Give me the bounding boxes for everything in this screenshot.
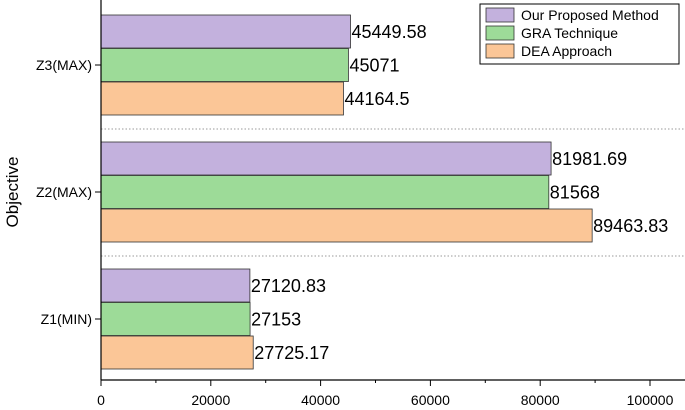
bar <box>100 302 251 336</box>
bar <box>100 14 351 49</box>
data-label: 89463.83 <box>593 216 668 236</box>
legend-entry: Our Proposed Method <box>521 7 659 23</box>
legend-swatch <box>485 7 515 23</box>
category-label: Z2(MAX) <box>36 184 92 200</box>
bar <box>100 268 251 303</box>
x-tick-label: 100000 <box>627 392 674 408</box>
legend-entry: GRA Technique <box>521 25 618 41</box>
group-separators <box>101 128 685 257</box>
legend-swatch <box>485 25 515 41</box>
bar <box>100 81 344 116</box>
data-label: 81568 <box>550 183 600 203</box>
category-label: Z3(MAX) <box>36 57 92 73</box>
bar <box>100 141 552 176</box>
legend-entry: DEA Approach <box>521 43 612 59</box>
category-label: Z1(MIN) <box>41 311 92 327</box>
legend-swatch <box>485 43 515 59</box>
data-label: 44164.5 <box>344 89 409 109</box>
x-tick-label: 40000 <box>301 392 340 408</box>
axes-layer <box>100 0 685 381</box>
bars-layer: 27120.83 27153 27725.17 81981.69 81568 89463.… <box>100 14 668 370</box>
bar <box>100 335 254 370</box>
data-label: 27120.83 <box>251 276 326 296</box>
data-label: 27153 <box>251 310 301 330</box>
x-tick-label: 60000 <box>411 392 450 408</box>
data-label: 45449.58 <box>352 22 427 42</box>
bar <box>100 208 593 243</box>
x-tick-label: 80000 <box>521 392 560 408</box>
category-labels: Z1(MIN) Z2(MAX) Z3(MAX) <box>36 57 101 327</box>
x-ticks: 0 20000 40000 60000 80000 100000 <box>97 380 674 408</box>
data-label: 45071 <box>349 56 399 76</box>
x-tick-label: 0 <box>97 392 105 408</box>
x-tick-label: 20000 <box>191 392 230 408</box>
data-label: 81981.69 <box>552 149 627 169</box>
data-label: 27725.17 <box>254 343 329 363</box>
y-axis-label: Objective <box>3 157 22 228</box>
bar <box>100 48 349 82</box>
legend: Our Proposed Method GRA Technique DEA Appr… <box>479 3 680 65</box>
bar <box>100 175 550 209</box>
